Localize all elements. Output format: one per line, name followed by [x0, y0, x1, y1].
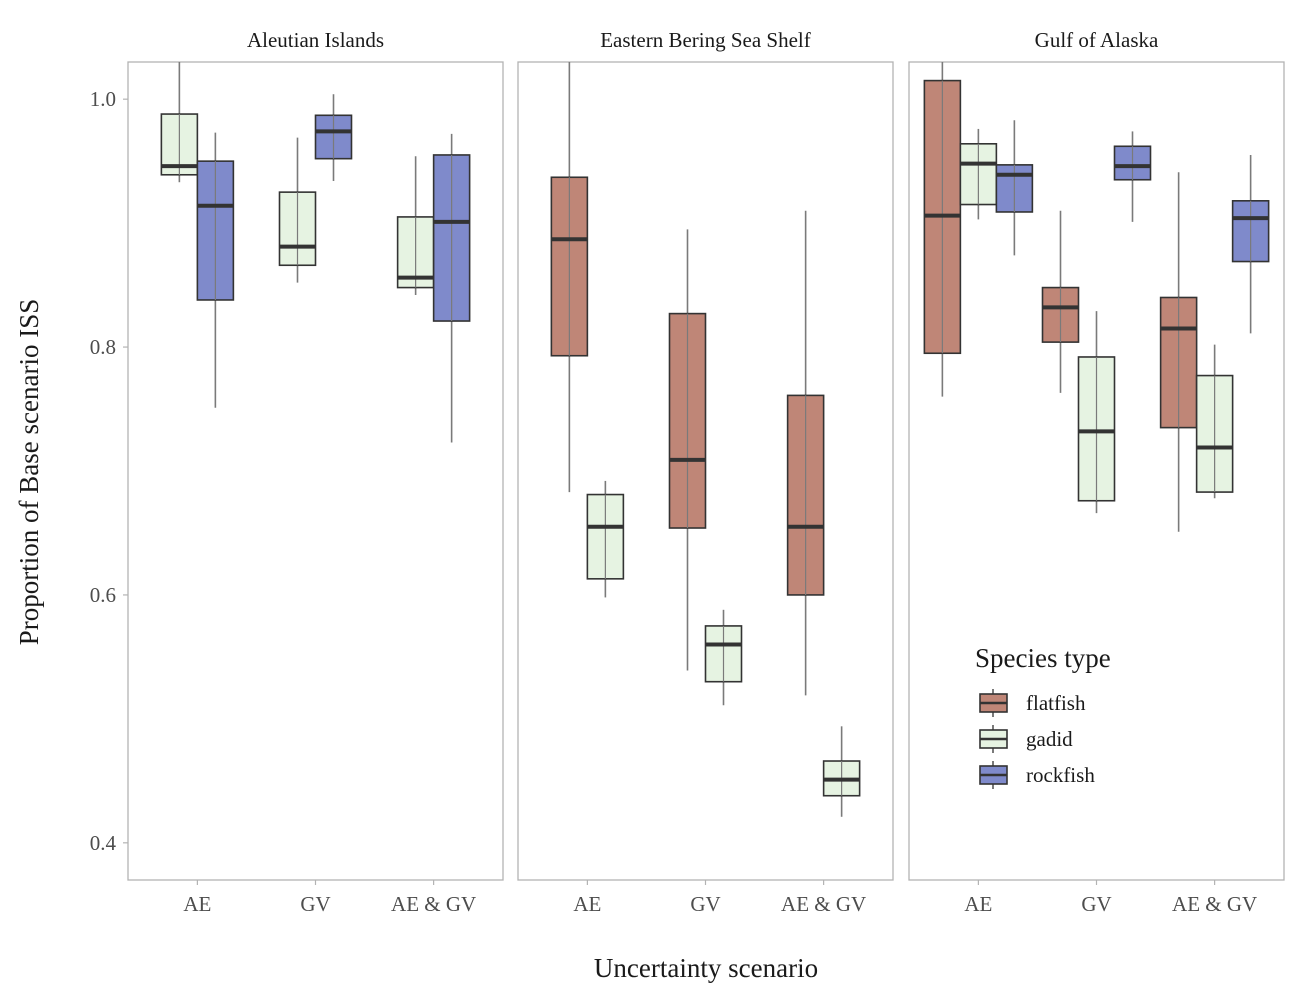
- panel-gulf-of-alaska: Gulf of Alaska AE GV AE & GV: [908, 28, 1285, 916]
- y-axis-title: Proportion of Base scenario ISS: [14, 299, 44, 645]
- x-tick-label: AE: [573, 892, 601, 916]
- x-tick-label: GV: [690, 892, 720, 916]
- box-rockfish: [1231, 154, 1270, 334]
- y-tick-label: 0.4: [90, 831, 117, 855]
- legend-items: flatfish gadid rockfish: [979, 689, 1095, 789]
- x-tick-label: AE & GV: [781, 892, 866, 916]
- box-gadid: [959, 128, 998, 220]
- box-flatfish: [923, 62, 962, 397]
- box-gadid: [1195, 344, 1234, 499]
- box-flatfish: [786, 210, 825, 696]
- box-rockfish: [1113, 131, 1152, 222]
- panel-title: Eastern Bering Sea Shelf: [600, 28, 811, 52]
- box-rockfish: [995, 120, 1034, 256]
- box-gadid: [160, 62, 199, 183]
- box-gadid: [278, 137, 317, 283]
- box-rockfish: [314, 94, 353, 181]
- panel-title: Aleutian Islands: [247, 28, 384, 52]
- y-tick-label: 0.8: [90, 335, 116, 359]
- box-gadid: [1077, 311, 1116, 514]
- box-flatfish: [1041, 210, 1080, 393]
- legend-label: rockfish: [1026, 763, 1095, 787]
- x-tick-label: AE: [964, 892, 992, 916]
- panel-eastern-bering-sea-shelf: Eastern Bering Sea Shelf AE GV AE & GV: [517, 28, 894, 916]
- legend: Species type flatfish gadid rockfish: [975, 643, 1111, 789]
- x-tick-label: AE: [183, 892, 211, 916]
- box-gadid: [396, 156, 435, 296]
- legend-title: Species type: [975, 643, 1111, 673]
- box-gadid: [822, 726, 861, 817]
- box-flatfish: [550, 62, 589, 493]
- x-axis-title: Uncertainty scenario: [594, 953, 818, 983]
- panel-title: Gulf of Alaska: [1035, 28, 1159, 52]
- x-tick-label: GV: [1081, 892, 1111, 916]
- x-tick-label: AE & GV: [1172, 892, 1257, 916]
- legend-item-gadid: gadid: [979, 725, 1073, 753]
- y-tick-label: 1.0: [90, 87, 116, 111]
- box-flatfish: [668, 229, 707, 671]
- legend-label: flatfish: [1026, 691, 1086, 715]
- y-axis: 0.4 0.6 0.8 1.0: [90, 87, 128, 855]
- legend-item-rockfish: rockfish: [979, 761, 1095, 789]
- y-tick-label: 0.6: [90, 583, 116, 607]
- box-gadid: [586, 480, 625, 598]
- legend-label: gadid: [1026, 727, 1073, 751]
- x-tick-label: GV: [300, 892, 330, 916]
- box-flatfish: [1159, 172, 1198, 532]
- box-gadid: [704, 609, 743, 706]
- x-tick-label: AE & GV: [391, 892, 476, 916]
- legend-item-flatfish: flatfish: [979, 689, 1086, 717]
- box-rockfish: [196, 132, 235, 408]
- box-rockfish: [432, 133, 471, 443]
- panel-aleutian-islands: Aleutian Islands AE GV AE & GV: [127, 28, 504, 916]
